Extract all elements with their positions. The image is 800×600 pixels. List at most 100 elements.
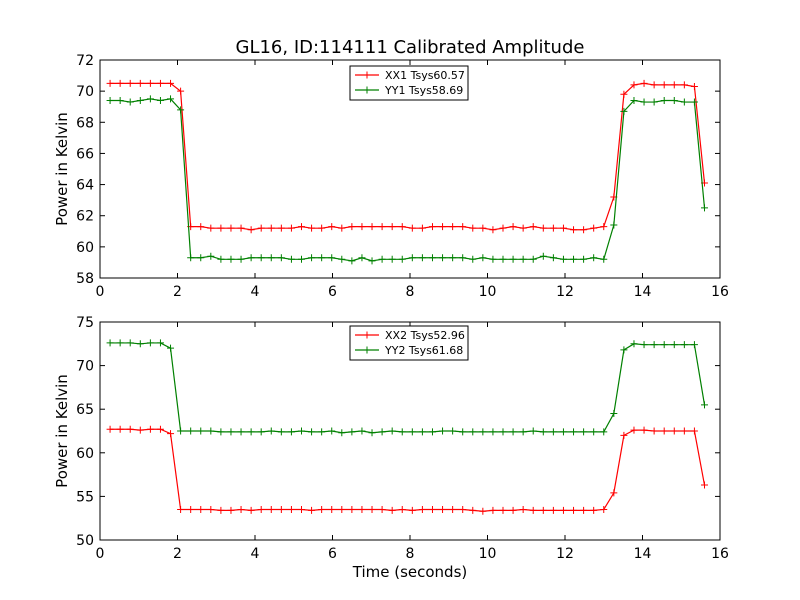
data-point (559, 428, 567, 436)
data-point (207, 505, 215, 513)
data-point (529, 427, 537, 435)
data-point (620, 107, 628, 115)
data-point (479, 254, 487, 262)
data-point (570, 226, 578, 234)
data-point (257, 505, 265, 513)
data-point (660, 81, 668, 89)
data-point (459, 505, 467, 513)
data-point (207, 427, 215, 435)
data-point (277, 254, 285, 262)
data-point (126, 98, 134, 106)
y-tick-label: 60 (76, 240, 94, 256)
data-point (449, 223, 457, 231)
data-point (227, 255, 235, 263)
data-point (338, 505, 346, 513)
x-axis-label: Time (seconds) (352, 563, 468, 581)
data-point (318, 254, 326, 262)
data-point (318, 428, 326, 436)
legend: XX2 Tsys52.96 YY2 Tsys61.68 (349, 325, 469, 361)
data-point (559, 255, 567, 263)
data-point (519, 505, 527, 513)
data-point (610, 410, 618, 418)
data-point (267, 224, 275, 232)
data-point (559, 224, 567, 232)
data-point (630, 81, 638, 89)
data-point (348, 223, 356, 231)
data-point (177, 87, 185, 95)
data-point (237, 428, 245, 436)
legend-marker (363, 331, 371, 339)
x-tick-label: 12 (556, 284, 574, 300)
y-tick-label: 55 (76, 489, 94, 505)
data-point (499, 224, 507, 232)
data-point (660, 427, 668, 435)
data-point (247, 254, 255, 262)
data-point (640, 341, 648, 349)
data-point (287, 428, 295, 436)
data-point (308, 506, 316, 514)
data-point (358, 223, 366, 231)
data-point (549, 506, 557, 514)
data-point (247, 226, 255, 234)
data-point (479, 224, 487, 232)
data-point (408, 224, 416, 232)
data-point (570, 428, 578, 436)
data-point (690, 427, 698, 435)
data-point (690, 98, 698, 106)
data-point (247, 428, 255, 436)
data-point (177, 106, 185, 114)
data-point (378, 505, 386, 513)
data-point (418, 224, 426, 232)
data-point (509, 255, 517, 263)
data-point (509, 428, 517, 436)
data-point (287, 255, 295, 263)
data-point (318, 505, 326, 513)
data-point (328, 223, 336, 231)
x-tick-label: 16 (711, 284, 729, 300)
data-point (439, 254, 447, 262)
data-point (197, 427, 205, 435)
data-point (580, 255, 588, 263)
x-tick-label: 2 (173, 546, 182, 562)
data-point (106, 339, 114, 347)
y-tick-label: 58 (76, 271, 94, 287)
data-point (227, 506, 235, 514)
data-point (600, 223, 608, 231)
data-point (469, 428, 477, 436)
legend: XX1 Tsys60.57 YY1 Tsys58.69 (349, 65, 469, 101)
data-point (489, 506, 497, 514)
data-point (418, 254, 426, 262)
data-point (358, 254, 366, 262)
y-tick-label: 60 (76, 446, 94, 462)
data-point (388, 223, 396, 231)
data-point (640, 79, 648, 87)
data-point (620, 346, 628, 354)
x-tick-label: 4 (251, 546, 260, 562)
data-point (298, 223, 305, 231)
data-point (217, 506, 225, 514)
data-point (368, 505, 376, 513)
data-point (680, 81, 688, 89)
x-tick-label: 10 (479, 546, 497, 562)
data-point (368, 257, 376, 265)
data-point (439, 427, 447, 435)
data-point (428, 428, 436, 436)
data-point (600, 505, 608, 513)
data-point (378, 255, 386, 263)
data-point (418, 505, 426, 513)
x-tick-label: 14 (634, 546, 652, 562)
figure-title: GL16, ID:114111 Calibrated Amplitude (236, 37, 585, 58)
data-point (126, 79, 134, 87)
data-point (146, 95, 154, 103)
x-tick-label: 4 (251, 284, 260, 300)
data-point (580, 226, 588, 234)
data-point (348, 505, 356, 513)
y-tick-label: 70 (76, 359, 94, 375)
data-point (519, 255, 527, 263)
data-point (298, 427, 305, 435)
data-point (187, 254, 195, 262)
y-tick-label: 50 (76, 533, 94, 549)
data-point (167, 95, 175, 103)
data-point (197, 505, 205, 513)
data-point (156, 425, 164, 433)
